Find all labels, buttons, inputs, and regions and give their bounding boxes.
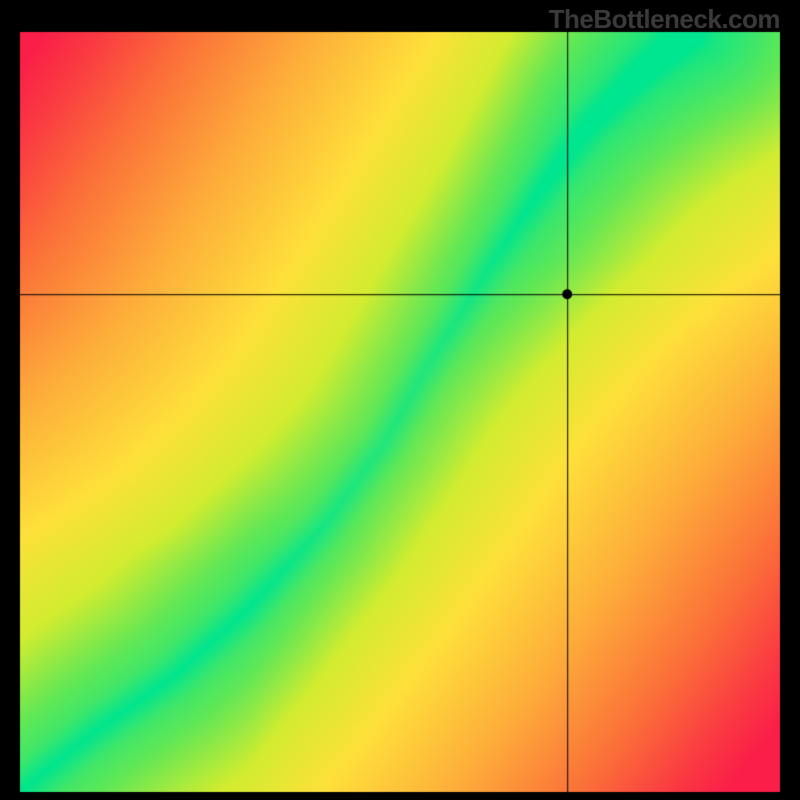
bottleneck-heatmap <box>0 0 800 800</box>
chart-container: TheBottleneck.com <box>0 0 800 800</box>
watermark-text: TheBottleneck.com <box>549 4 780 35</box>
